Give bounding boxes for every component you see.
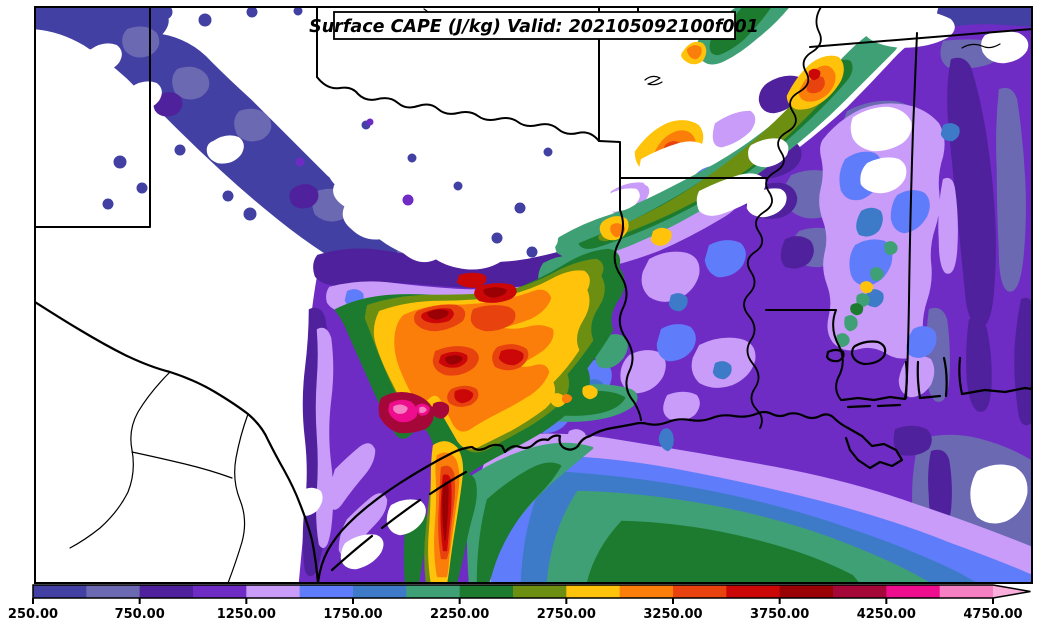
contour-fill-layer bbox=[36, 8, 1031, 582]
coastline bbox=[36, 301, 1031, 582]
basemap-borders bbox=[36, 8, 1031, 582]
colorbar-tick-label: 2250.00 bbox=[430, 607, 489, 622]
colorbar-segment bbox=[673, 585, 727, 598]
contour-specks bbox=[102, 8, 553, 258]
us-state-borders bbox=[36, 8, 1031, 421]
border-line bbox=[227, 413, 249, 582]
title-box-rect bbox=[333, 11, 736, 40]
lake-pontchartrain bbox=[825, 340, 887, 366]
colorbar-segment bbox=[779, 585, 834, 598]
speck bbox=[407, 153, 417, 163]
colorbar-segment bbox=[619, 585, 674, 598]
colorbar-tick-label: 4750.00 bbox=[963, 607, 1022, 622]
speck bbox=[198, 13, 212, 27]
ms-al-coast bbox=[840, 356, 1031, 402]
speck bbox=[222, 190, 234, 202]
mississippi-river bbox=[743, 8, 822, 429]
speck bbox=[102, 198, 114, 210]
colorbar-tick-label: 2750.00 bbox=[537, 607, 596, 622]
colorbar-segment bbox=[353, 585, 407, 598]
colorbar-segment bbox=[86, 585, 141, 598]
colorbar-segment bbox=[939, 585, 994, 598]
rio-grande-border bbox=[36, 301, 320, 582]
speck bbox=[402, 194, 414, 206]
colorbar-segment bbox=[833, 585, 887, 598]
colorbar: 250.00 750.00 1250.00 1750.00 2250.00 2750.00… bbox=[8, 584, 1031, 622]
colorbar-labels: 250.00 750.00 1250.00 1750.00 2250.00 2750.00… bbox=[8, 607, 1023, 622]
colorbar-tick-label: 750.00 bbox=[115, 607, 165, 622]
border-tn-line bbox=[809, 28, 1031, 48]
speck bbox=[514, 202, 526, 214]
speck bbox=[246, 8, 258, 18]
speck bbox=[174, 144, 186, 156]
speck bbox=[243, 207, 257, 221]
colorbar-segment bbox=[193, 585, 247, 598]
title-box: Surface CAPE (J/kg) Valid: 202105092100f… bbox=[309, 11, 759, 40]
colorbar-segments bbox=[33, 585, 994, 598]
speck bbox=[543, 147, 553, 157]
speck bbox=[366, 118, 374, 126]
colorbar-segment bbox=[33, 585, 87, 598]
colorbar-segment bbox=[459, 585, 514, 598]
barrier-islands bbox=[330, 403, 902, 572]
border-red-river bbox=[316, 76, 600, 142]
speck bbox=[136, 182, 148, 194]
speck bbox=[526, 246, 538, 258]
contour-region bbox=[421, 68, 821, 552]
speck bbox=[491, 232, 503, 244]
speck bbox=[157, 8, 173, 20]
colorbar-segment bbox=[726, 585, 781, 598]
colorbar-ticks bbox=[32, 598, 994, 604]
border-tx-ar bbox=[598, 140, 621, 211]
colorbar-tick-label: 3750.00 bbox=[750, 607, 809, 622]
gulf-coastline bbox=[317, 410, 850, 582]
colorbar-tick-label: 250.00 bbox=[8, 607, 58, 622]
below-min-region bbox=[84, 8, 1029, 570]
colorbar-segment bbox=[886, 585, 941, 598]
mississippi-delta bbox=[844, 426, 904, 470]
small-river bbox=[961, 43, 1001, 49]
colorbar-tick-label: 1250.00 bbox=[217, 607, 276, 622]
border-nm-tx bbox=[36, 8, 151, 228]
colorbar-segment bbox=[139, 585, 194, 598]
colorbar-segment bbox=[299, 585, 354, 598]
small-river bbox=[644, 75, 663, 86]
colorbar-segment bbox=[406, 585, 461, 598]
speck bbox=[453, 181, 463, 191]
mexico-state-borders bbox=[69, 371, 249, 582]
map-title: Surface CAPE (J/kg) Valid: 202105092100f… bbox=[309, 17, 759, 37]
colorbar-segment bbox=[566, 585, 621, 598]
border-line bbox=[69, 371, 171, 549]
speck bbox=[293, 8, 303, 16]
colorbar-tick-label: 4250.00 bbox=[857, 607, 916, 622]
colorbar-tick-label: 3250.00 bbox=[643, 607, 702, 622]
speck bbox=[113, 155, 127, 169]
colorbar-outline bbox=[32, 584, 1031, 599]
colorbar-extend-arrow bbox=[993, 585, 1031, 598]
colorbar-segment bbox=[513, 585, 567, 598]
speck bbox=[295, 157, 305, 167]
colorbar-segment bbox=[246, 585, 301, 598]
border-ms-la bbox=[765, 309, 844, 401]
border-line bbox=[131, 451, 233, 479]
map-frame bbox=[34, 6, 1033, 584]
contour-region bbox=[393, 404, 427, 414]
colorbar-tick-label: 1750.00 bbox=[323, 607, 382, 622]
contour-region bbox=[427, 287, 507, 541]
border-tx-la-sabine bbox=[613, 209, 642, 421]
